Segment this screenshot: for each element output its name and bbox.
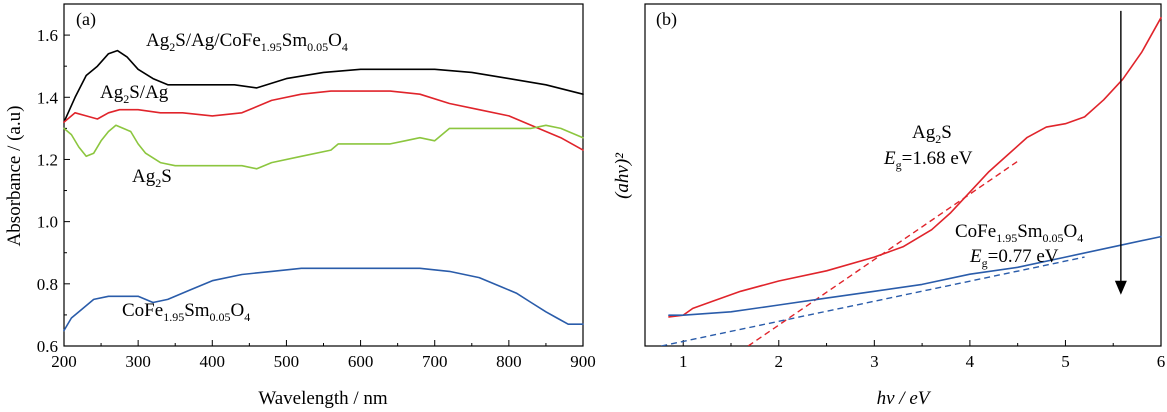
label-composite: Ag2S/Ag/CoFe1.95Sm0.05O4 — [146, 30, 348, 54]
y-tick-label: 0.6 — [37, 337, 58, 356]
panel-b-label: (b) — [656, 9, 677, 30]
series-line-1 — [668, 235, 1162, 317]
panel-a-curves — [63, 49, 584, 332]
tangent-line-1 — [661, 256, 1085, 346]
series-line-3 — [63, 267, 584, 332]
panel-a-label: (a) — [76, 9, 96, 30]
panel-a-x-ticks: 200 300 400 500 600 700 800 900 — [51, 340, 596, 371]
x-tick-label: 500 — [274, 352, 300, 371]
panel-b-x-ticks: 1 2 3 4 5 6 — [679, 340, 1165, 371]
y-tick-label: 0.8 — [37, 275, 58, 294]
panel-b-y-axis-label: (ahv)² — [612, 153, 633, 199]
x-tick-label: 6 — [1157, 352, 1166, 371]
series-line-1 — [63, 90, 584, 151]
x-tick-label: 3 — [870, 352, 879, 371]
x-tick-label: 800 — [496, 352, 522, 371]
panel-b-curves — [668, 16, 1162, 318]
x-tick-label: 2 — [775, 352, 784, 371]
x-tick-label: 700 — [422, 352, 448, 371]
label-ag2s: Ag2S — [132, 166, 172, 190]
x-tick-label: 900 — [570, 352, 596, 371]
panel-a-y-axis-label: Absorbance / (a.u) — [4, 106, 25, 247]
panel-a: 200 300 400 500 600 700 800 900 0.6 0.8 1.0 1.2 1.4… — [4, 3, 596, 409]
series-line-0 — [63, 49, 584, 123]
x-tick-label: 400 — [200, 352, 226, 371]
label-cofe: CoFe1.95Sm0.05O4 — [122, 300, 250, 324]
series-line-2 — [63, 124, 584, 170]
panel-b: 1 2 3 4 5 6 (b) hv / eV (ahv)² Ag2S Eg=1.68 e… — [612, 3, 1165, 409]
x-tick-label: 1 — [679, 352, 688, 371]
x-tick-label: 4 — [966, 352, 975, 371]
label-b-ag2s: Ag2S — [912, 122, 952, 146]
y-tick-label: 1.6 — [37, 26, 58, 45]
panel-b-arrow — [1114, 10, 1127, 295]
y-tick-label: 1.4 — [37, 88, 59, 107]
arrow-head — [1114, 280, 1127, 295]
panel-b-x-axis-label: hv / eV — [877, 388, 932, 409]
label-b-ag2s-eg: Eg=1.68 eV — [883, 148, 973, 172]
y-tick-label: 1.2 — [37, 150, 58, 169]
label-b-cofe-eg: Eg=0.77 eV — [969, 246, 1059, 270]
series-line-0 — [668, 16, 1162, 318]
label-b-cofe: CoFe1.95Sm0.05O4 — [955, 221, 1083, 245]
panel-a-x-axis-label: Wavelength / nm — [258, 388, 388, 409]
panel-a-y-ticks: 0.6 0.8 1.0 1.2 1.4 1.6 — [37, 3, 70, 356]
y-tick-label: 1.0 — [37, 213, 58, 232]
x-tick-label: 300 — [125, 352, 151, 371]
panel-b-frame — [644, 3, 1162, 347]
x-tick-label: 600 — [348, 352, 374, 371]
label-ag2s-ag: Ag2S/Ag — [100, 82, 169, 106]
x-tick-label: 200 — [51, 352, 77, 371]
x-tick-label: 5 — [1061, 352, 1070, 371]
